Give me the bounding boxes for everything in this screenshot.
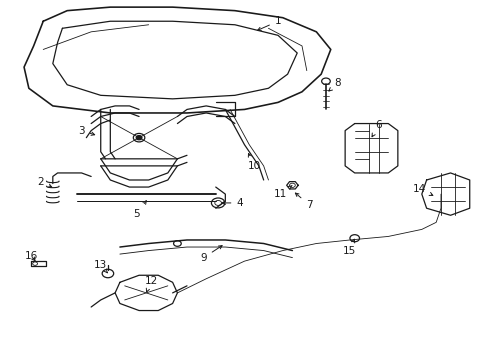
Text: 2: 2 [38, 177, 52, 187]
Text: 8: 8 [328, 78, 341, 91]
Text: 10: 10 [247, 153, 260, 171]
Text: 9: 9 [200, 246, 222, 262]
Text: 1: 1 [257, 16, 281, 31]
Text: 6: 6 [371, 120, 381, 137]
Text: 11: 11 [273, 185, 291, 199]
Circle shape [136, 136, 142, 140]
Text: 3: 3 [78, 126, 95, 136]
Text: 15: 15 [343, 239, 356, 256]
Text: 7: 7 [295, 193, 312, 210]
Text: 13: 13 [94, 260, 107, 273]
Text: 16: 16 [24, 251, 38, 261]
Text: 5: 5 [133, 201, 146, 219]
Text: 14: 14 [412, 184, 432, 195]
Text: 4: 4 [222, 198, 243, 208]
Text: 12: 12 [144, 275, 157, 292]
